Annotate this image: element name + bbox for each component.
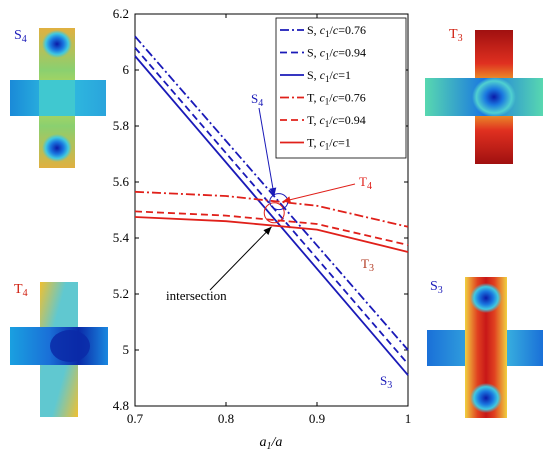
y-tick-label: 5.2 [113, 286, 129, 301]
y-tick-label: 5 [123, 342, 130, 357]
mode-label-t3: T3 [449, 27, 463, 44]
s4-arrow [258, 107, 275, 197]
s4-arrow-head [269, 187, 277, 196]
legend-label: T, c1/c=1 [307, 136, 351, 152]
annotation-intersection: intersection [166, 288, 227, 303]
y-tick-label: 5.6 [113, 174, 130, 189]
x-axis-label: a1/a [260, 435, 283, 452]
t4-arrow [282, 183, 356, 203]
legend-box [275, 17, 407, 159]
annotation-s4: S4 [251, 91, 263, 109]
y-tick-label: 5.4 [113, 230, 130, 245]
series-line-3 [134, 55, 409, 376]
intersection-circle [263, 202, 285, 224]
x-tick-label: 1 [405, 411, 412, 426]
mode-shape-t3 [425, 30, 543, 164]
mode-label-s4: S4 [14, 28, 27, 45]
mode-shape-t4 [10, 282, 108, 417]
series-line-5 [134, 210, 409, 246]
y-tick-label: 6.2 [113, 6, 129, 21]
intersection-arrow-head [263, 226, 272, 235]
x-tick-label: 0.8 [218, 411, 234, 426]
mode-label-t4: T4 [14, 282, 28, 299]
mode-shape-s3 [427, 277, 543, 418]
legend-label: T, c1/c=0.94 [307, 113, 366, 129]
series-line-6 [134, 216, 409, 253]
series-line-2 [134, 47, 409, 365]
annotation-s3: S3 [380, 373, 392, 391]
mode-label-s3: S3 [430, 279, 443, 296]
annotation-t4: T4 [359, 174, 372, 192]
intersection-arrow [209, 226, 272, 291]
x-tick-label: 0.9 [309, 411, 325, 426]
legend-label: T, c1/c=0.76 [307, 91, 366, 107]
x-tick-label: 0.7 [127, 411, 144, 426]
legend-label: S, c1/c=0.76 [307, 23, 366, 39]
legend-label: S, c1/c=0.94 [307, 46, 366, 62]
series-line-4 [134, 190, 409, 228]
y-tick-label: 4.8 [113, 398, 129, 413]
series-line-1 [134, 35, 409, 351]
y-tick-label: 5.8 [113, 118, 129, 133]
y-tick-label: 6 [123, 62, 130, 77]
mode-shape-s4 [10, 28, 106, 168]
legend-label: S, c1/c=1 [307, 68, 351, 84]
t4-arrow-head [282, 196, 292, 204]
annotation-t3: T3 [361, 256, 374, 274]
